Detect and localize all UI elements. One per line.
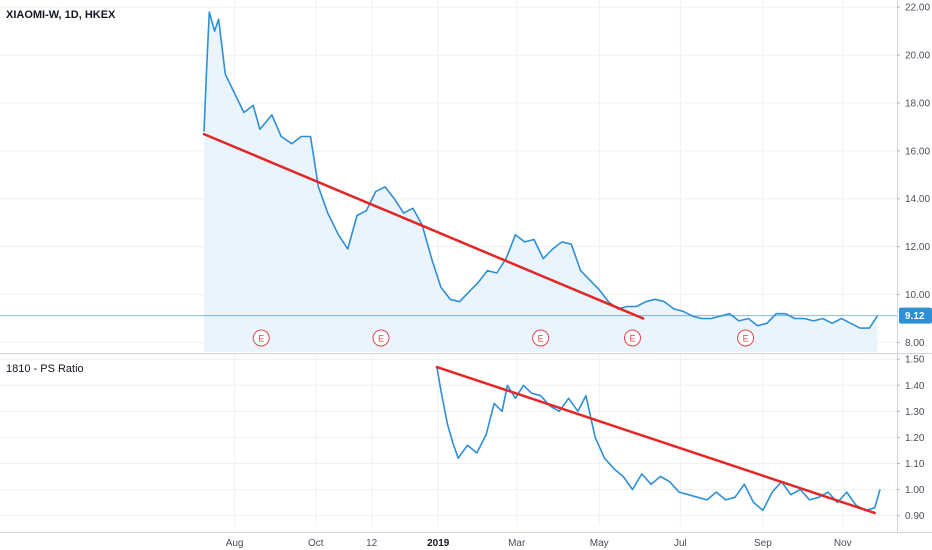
ps-ratio-line <box>436 366 881 512</box>
y-tick-label: 10.00 <box>905 290 930 301</box>
x-tick-label: Mar <box>508 538 526 549</box>
earnings-marker-circle <box>372 329 390 347</box>
x-tick-label: Aug <box>226 538 244 549</box>
earnings-marker[interactable]: E <box>532 329 550 347</box>
earnings-marker-label: E <box>538 334 544 344</box>
earnings-marker-circle <box>623 329 641 347</box>
earnings-marker-circle <box>252 329 270 347</box>
y-tick-label: 22.00 <box>905 3 930 14</box>
price-trendline <box>202 132 645 320</box>
x-tick-label: Jul <box>674 538 687 549</box>
y-tick-label: 18.00 <box>905 98 930 109</box>
y-tick-label: 12.00 <box>905 242 930 253</box>
ps-y-tick-label: 1.10 <box>905 459 925 470</box>
earnings-marker-label: E <box>629 334 635 344</box>
ps-y-tick-label: 1.20 <box>905 433 925 444</box>
ps-ratio-trendline <box>435 365 876 515</box>
x-tick-label: May <box>590 538 609 549</box>
earnings-marker[interactable]: E <box>252 329 270 347</box>
last-price-badge-bg <box>899 307 932 324</box>
y-tick-label: 14.00 <box>905 194 930 205</box>
indicator-title: 1810 - PS Ratio <box>6 363 84 375</box>
earnings-marker-label: E <box>378 334 384 344</box>
main-chart-title: XIAOMI-W, 1D, HKEX <box>6 9 116 21</box>
earnings-marker-circle <box>737 329 755 347</box>
earnings-marker[interactable]: E <box>737 329 755 347</box>
y-tick-label: 16.00 <box>905 146 930 157</box>
earnings-marker-label: E <box>258 334 264 344</box>
last-price-badge-label: 9.12 <box>905 311 925 322</box>
y-tick-label: 20.00 <box>905 51 930 62</box>
earnings-marker[interactable]: E <box>372 329 390 347</box>
price-area-fill <box>204 12 878 352</box>
ps-y-tick-label: 1.00 <box>905 485 925 496</box>
y-tick-label: 8.00 <box>905 338 925 349</box>
last-price-badge: 9.12 <box>899 307 932 324</box>
x-tick-label: 2019 <box>427 538 450 549</box>
price-line <box>203 11 878 329</box>
ps-y-tick-label: 1.30 <box>905 407 925 418</box>
ps-y-tick-label: 0.90 <box>905 511 925 522</box>
x-tick-label: Oct <box>308 538 324 549</box>
earnings-marker[interactable]: E <box>623 329 641 347</box>
ps-y-tick-label: 1.50 <box>905 355 925 366</box>
earnings-marker-circle <box>532 329 550 347</box>
x-tick-label: Nov <box>834 538 852 549</box>
x-tick-label: 12 <box>366 538 378 549</box>
earnings-marker-label: E <box>743 334 749 344</box>
x-tick-label: Sep <box>754 538 772 549</box>
ps-y-tick-label: 1.40 <box>905 381 925 392</box>
